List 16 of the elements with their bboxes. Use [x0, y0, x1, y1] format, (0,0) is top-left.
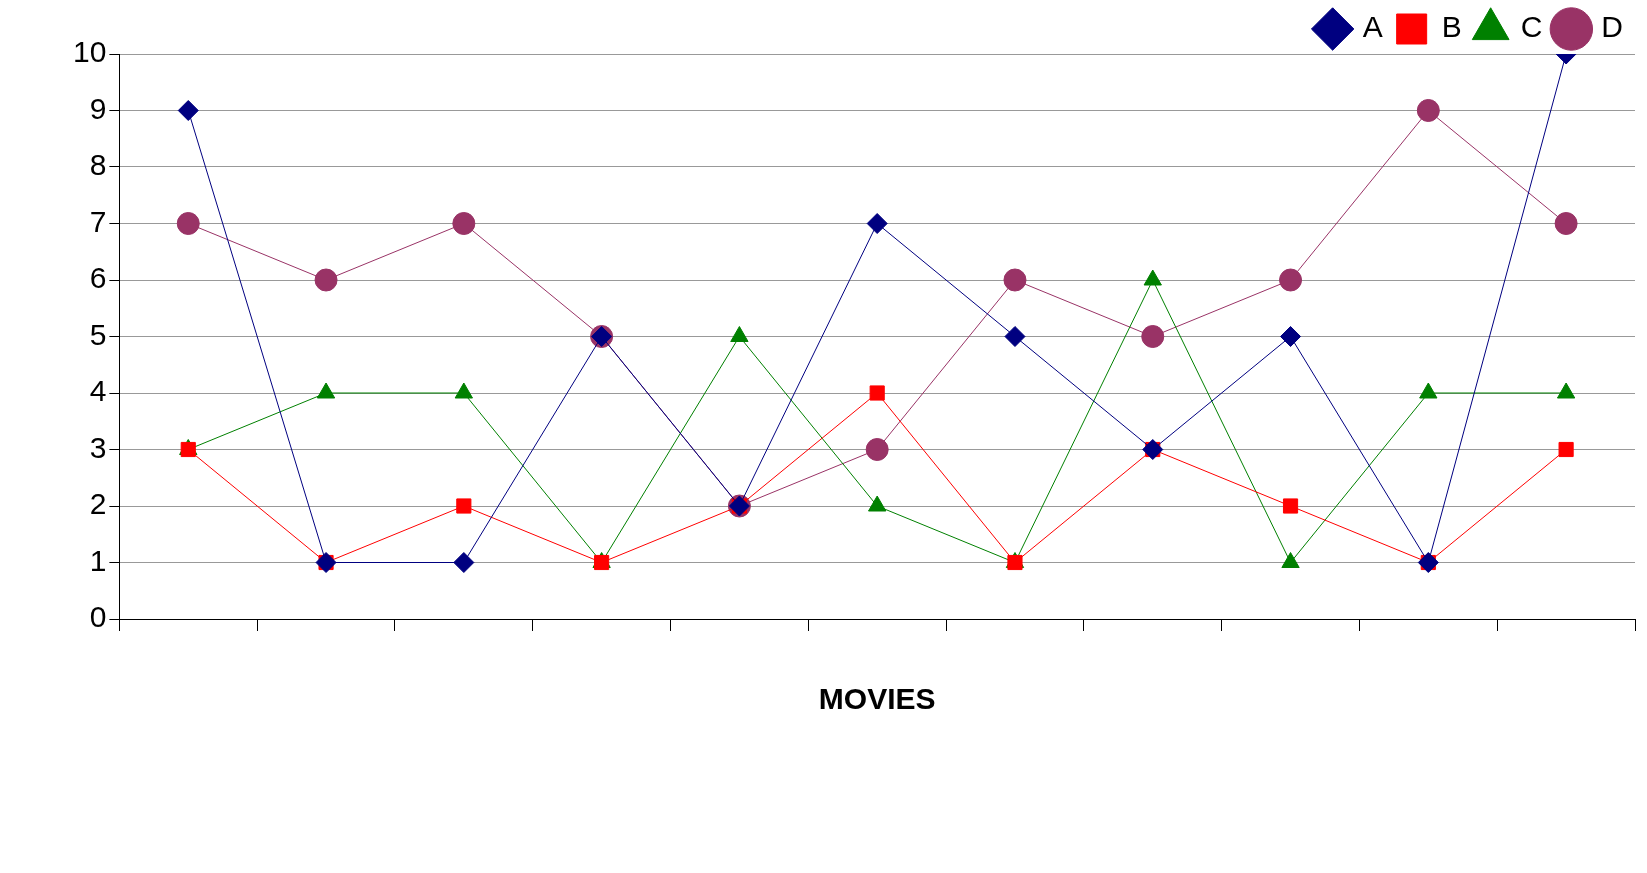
y-tick-label: 4	[89, 374, 107, 408]
x-axis-title: MOVIES	[818, 682, 936, 716]
y-tick-label: 9	[89, 91, 107, 125]
y-tick-label: 1	[89, 543, 107, 577]
legend-label: A	[1362, 10, 1383, 44]
y-tick-label: 6	[89, 261, 107, 295]
y-tick-label: 8	[89, 148, 107, 182]
y-tick-label: 7	[89, 204, 107, 238]
legend-label: B	[1441, 10, 1462, 44]
y-tick-label: 0	[89, 600, 107, 634]
legend-label: C	[1520, 10, 1543, 44]
y-tick-label: 5	[89, 317, 107, 351]
y-tick-label: 10	[72, 35, 107, 69]
y-tick-label: 3	[89, 430, 107, 464]
legend-label: D	[1601, 10, 1624, 44]
y-tick-label: 2	[89, 487, 107, 521]
